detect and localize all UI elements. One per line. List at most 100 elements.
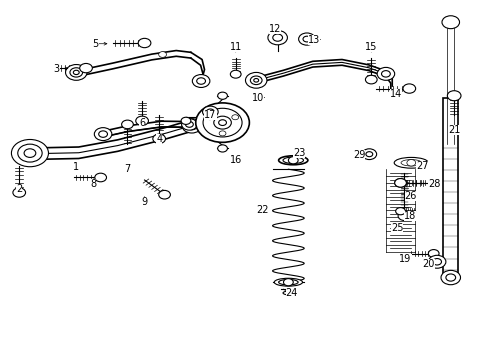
Circle shape	[181, 119, 197, 130]
Ellipse shape	[283, 157, 303, 163]
Text: 23: 23	[292, 148, 305, 158]
Text: 24: 24	[285, 288, 297, 298]
Circle shape	[402, 84, 415, 93]
Text: 17: 17	[204, 111, 216, 121]
Text: 26: 26	[404, 191, 416, 201]
Circle shape	[219, 131, 225, 136]
Text: 27: 27	[415, 161, 428, 171]
Circle shape	[153, 134, 165, 143]
Circle shape	[406, 159, 415, 166]
Circle shape	[206, 109, 214, 115]
Circle shape	[245, 72, 266, 88]
Circle shape	[182, 119, 201, 133]
Text: 7: 7	[124, 164, 130, 174]
Circle shape	[13, 188, 25, 197]
Circle shape	[195, 103, 249, 142]
Circle shape	[381, 71, 389, 77]
Circle shape	[202, 106, 218, 118]
FancyBboxPatch shape	[443, 98, 457, 277]
Circle shape	[394, 179, 406, 187]
Circle shape	[203, 108, 242, 137]
Circle shape	[427, 255, 445, 268]
Text: 18: 18	[404, 211, 416, 221]
Text: 13: 13	[307, 35, 320, 45]
Text: 6: 6	[139, 118, 145, 128]
Circle shape	[94, 128, 112, 140]
Circle shape	[303, 36, 310, 42]
Text: 9: 9	[141, 197, 147, 207]
Text: 29: 29	[352, 150, 365, 160]
Circle shape	[185, 122, 193, 127]
Text: 16: 16	[230, 155, 242, 165]
Text: 12: 12	[268, 24, 281, 35]
Ellipse shape	[400, 159, 421, 166]
Circle shape	[447, 91, 460, 101]
Text: 2: 2	[16, 184, 22, 194]
Ellipse shape	[283, 291, 293, 295]
Circle shape	[196, 78, 205, 84]
Circle shape	[394, 179, 406, 187]
Ellipse shape	[274, 278, 302, 286]
Circle shape	[181, 117, 190, 125]
Circle shape	[395, 208, 405, 215]
Text: 22: 22	[256, 206, 268, 216]
Circle shape	[65, 64, 87, 80]
Circle shape	[24, 149, 36, 157]
Circle shape	[18, 144, 42, 162]
Circle shape	[298, 33, 315, 45]
Ellipse shape	[278, 279, 298, 285]
Circle shape	[253, 78, 258, 82]
Circle shape	[217, 92, 227, 99]
Circle shape	[361, 149, 376, 159]
Text: 20: 20	[422, 259, 434, 269]
Ellipse shape	[393, 157, 427, 168]
Circle shape	[441, 16, 459, 29]
Circle shape	[283, 279, 293, 286]
Text: 11: 11	[229, 42, 242, 52]
Circle shape	[230, 70, 241, 78]
Circle shape	[192, 75, 209, 87]
Circle shape	[73, 70, 79, 75]
Text: 10: 10	[251, 93, 263, 103]
Circle shape	[365, 75, 376, 84]
Circle shape	[70, 68, 82, 77]
Circle shape	[432, 258, 441, 265]
Circle shape	[440, 270, 460, 285]
Circle shape	[186, 122, 197, 130]
Text: 15: 15	[365, 42, 377, 52]
Text: 28: 28	[427, 179, 440, 189]
Circle shape	[445, 274, 455, 281]
Text: 4: 4	[156, 134, 162, 144]
Circle shape	[427, 249, 438, 257]
Text: 25: 25	[390, 224, 403, 233]
Circle shape	[365, 152, 372, 157]
Circle shape	[288, 157, 298, 164]
Circle shape	[272, 34, 282, 41]
Ellipse shape	[278, 156, 307, 165]
Circle shape	[217, 145, 227, 152]
Circle shape	[159, 190, 170, 199]
Circle shape	[231, 115, 238, 120]
Circle shape	[376, 67, 394, 80]
Circle shape	[95, 173, 106, 182]
Circle shape	[138, 39, 151, 48]
Circle shape	[122, 120, 133, 129]
Text: 8: 8	[90, 179, 96, 189]
Text: 21: 21	[447, 125, 459, 135]
Circle shape	[206, 115, 213, 120]
Circle shape	[397, 211, 410, 221]
Text: 14: 14	[389, 89, 401, 99]
Circle shape	[11, 139, 48, 167]
Circle shape	[267, 31, 287, 45]
Circle shape	[218, 120, 226, 126]
Text: 3: 3	[54, 64, 60, 74]
Text: 19: 19	[399, 254, 411, 264]
Circle shape	[136, 116, 148, 126]
Circle shape	[80, 63, 92, 73]
Circle shape	[158, 51, 166, 57]
Circle shape	[250, 76, 262, 85]
Text: 1: 1	[73, 162, 79, 172]
Text: 5: 5	[92, 39, 99, 49]
Circle shape	[99, 131, 107, 137]
Circle shape	[213, 116, 231, 129]
